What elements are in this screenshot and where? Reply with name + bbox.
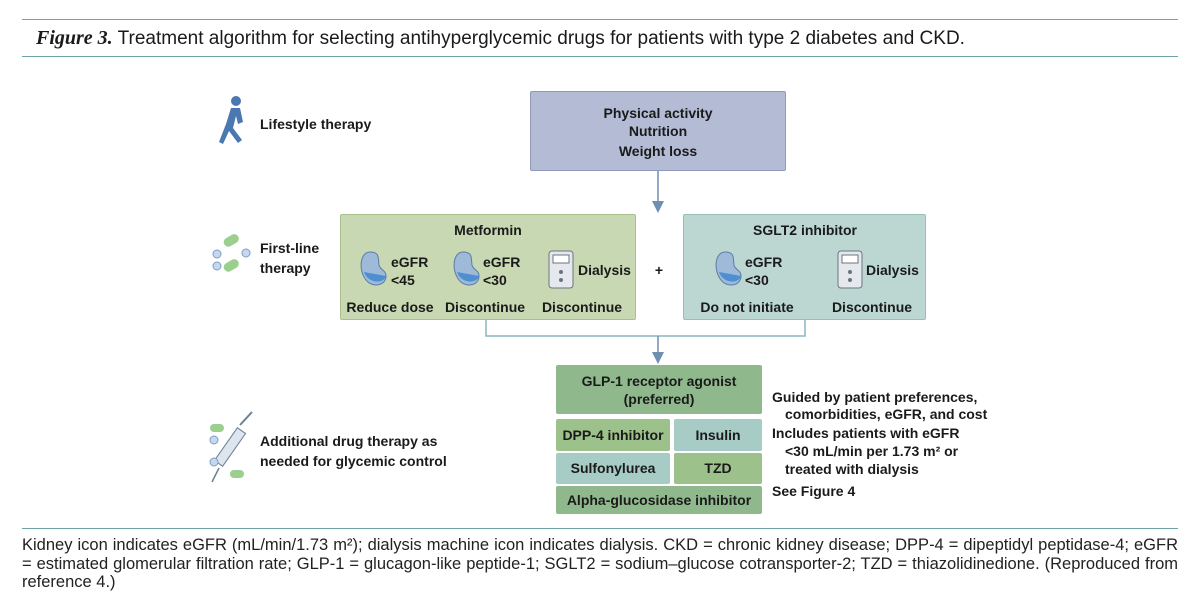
drug-name: DPP-4 inhibitor: [562, 427, 664, 443]
box-title: Metformin: [454, 222, 522, 238]
item-text: <45: [391, 272, 415, 288]
box-title: SGLT2 inhibitor: [753, 222, 857, 238]
drug-box: [556, 453, 670, 484]
kidney-icon: [453, 251, 480, 286]
item-action: Discontinue: [831, 299, 913, 315]
item-text: eGFR: [483, 254, 521, 270]
kidney-icon: [360, 251, 387, 286]
row-label: Additional drug therapy as: [260, 433, 438, 449]
note: comorbidities, eGFR, and cost: [785, 406, 988, 422]
drug-name: GLP-1 receptor agonist: [581, 373, 737, 389]
kidney-icon: [715, 251, 742, 286]
caption-rule: [22, 56, 1178, 57]
lifestyle-line: Weight loss: [618, 143, 698, 159]
drug-box: [556, 486, 762, 514]
caption-label: Figure 3.: [36, 27, 113, 49]
note: See Figure 4: [772, 483, 856, 499]
item-text: eGFR: [745, 254, 783, 270]
metformin-box: [340, 214, 636, 320]
note: Includes patients with eGFR: [772, 425, 960, 441]
footnote: Kidney icon indicates eGFR (mL/min/1.73 …: [22, 536, 1178, 591]
lifestyle-line: Physical activity: [603, 105, 713, 121]
item-action: Do not initiate: [700, 299, 794, 315]
item-action: Discontinue: [444, 299, 526, 315]
note: Guided by patient preferences,: [772, 389, 978, 405]
footnote-rule: [22, 528, 1178, 529]
item-text: <30: [745, 272, 769, 288]
item-text: Dialysis: [866, 262, 919, 278]
drug-name: Insulin: [695, 427, 741, 443]
drug-name: TZD: [704, 460, 732, 476]
runner-icon: [219, 96, 243, 144]
drug-box: [674, 453, 762, 484]
connector: [485, 320, 806, 337]
dialysis-icon: [548, 250, 574, 289]
note: treated with dialysis: [785, 461, 919, 477]
note: <30 mL/min per 1.73 m² or: [785, 443, 959, 459]
row-label: needed for glycemic control: [260, 453, 447, 469]
caption-rule: [22, 19, 1178, 20]
drug-box: [556, 419, 670, 451]
row-label: therapy: [260, 260, 311, 276]
drug-name: (preferred): [623, 391, 695, 407]
item-text: Dialysis: [578, 262, 631, 278]
item-text: <30: [483, 272, 507, 288]
dialysis-icon: [837, 250, 863, 289]
item-text: eGFR: [391, 254, 429, 270]
row-label: Lifestyle therapy: [260, 116, 372, 132]
drug-box: [674, 419, 762, 451]
item-action: Discontinue: [541, 299, 623, 315]
row-label: First-line: [260, 240, 320, 256]
pills-icon: [212, 234, 251, 272]
item-action: Reduce dose: [346, 299, 434, 315]
caption: Figure 3. Treatment algorithm for select…: [36, 27, 965, 50]
drug-name: Sulfonylurea: [570, 460, 656, 476]
lifestyle-line: Nutrition: [628, 123, 688, 139]
caption-text: Treatment algorithm for selecting antihy…: [117, 28, 965, 49]
drug-box: [556, 365, 762, 414]
drug-name: Alpha-glucosidase inhibitor: [566, 492, 752, 508]
lifestyle-box: [530, 91, 786, 171]
syringe-icon: [209, 411, 253, 483]
plus: +: [654, 262, 664, 278]
